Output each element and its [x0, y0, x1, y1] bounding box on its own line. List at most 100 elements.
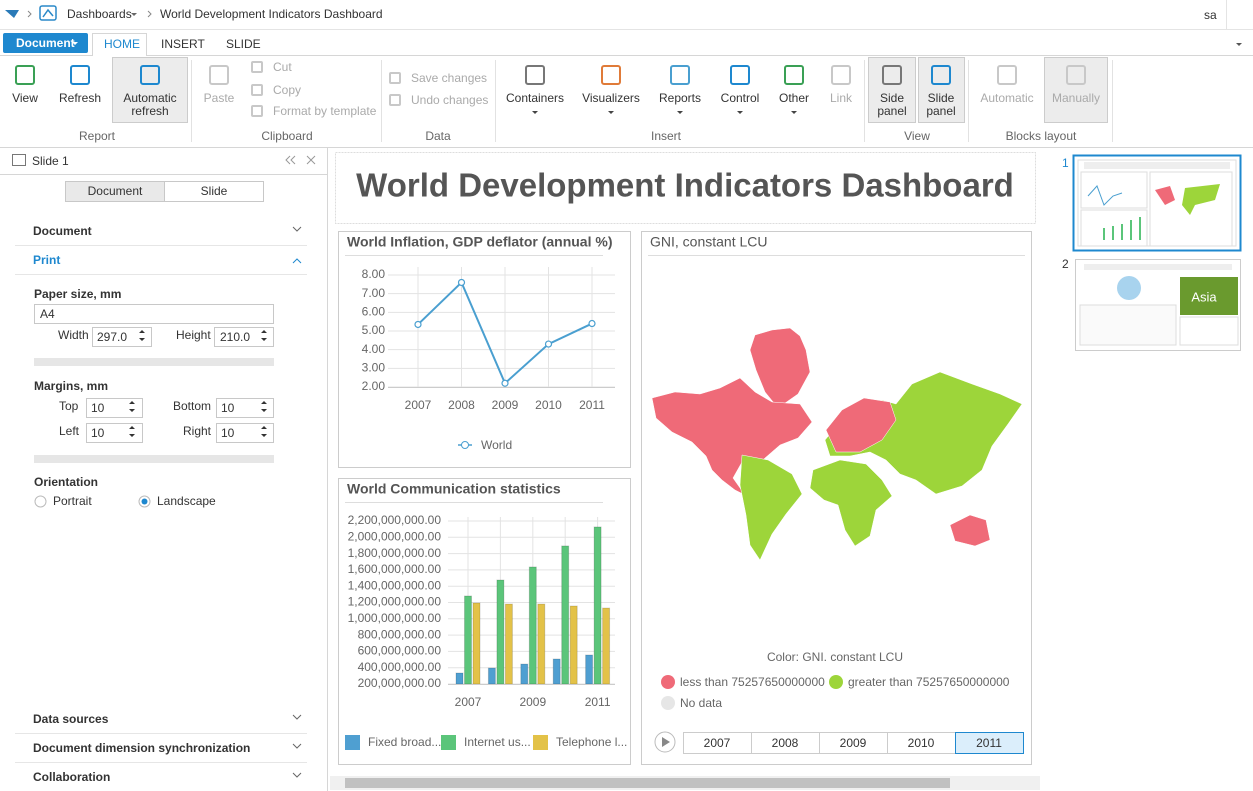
ribbon-button[interactable]: Visualizers — [582, 91, 640, 105]
bar — [464, 595, 472, 685]
radio[interactable] — [34, 495, 47, 508]
breadcrumb-current: World Development Indicators Dashboard — [160, 7, 383, 21]
ribbon-button[interactable]: Side panel — [877, 91, 907, 118]
ribbon-button[interactable]: Format by template — [273, 104, 377, 118]
spin-input[interactable] — [216, 423, 274, 443]
y-tick-label: 7.00 — [362, 286, 386, 300]
ribbon-tab[interactable]: HOME — [104, 37, 140, 51]
ribbon-button[interactable]: Link — [829, 91, 852, 105]
ribbon-tab[interactable]: SLIDE — [226, 37, 261, 51]
bar — [569, 605, 578, 685]
ribbon-button[interactable]: Undo changes — [411, 93, 489, 107]
ribbon-button[interactable]: Save changes — [411, 71, 488, 85]
timeline-year[interactable] — [955, 732, 1024, 754]
map-region — [749, 327, 811, 409]
field-label: Margins, mm — [34, 379, 109, 393]
dropdown-arrow — [72, 42, 78, 45]
line-point — [544, 340, 553, 348]
collapse-icon[interactable] — [290, 155, 296, 165]
spin-input[interactable] — [86, 423, 143, 443]
chart-panel — [338, 478, 631, 765]
slide-icon — [12, 154, 26, 166]
dashboards-icon — [42, 8, 54, 18]
ribbon-group-label: Insert — [650, 129, 681, 143]
ribbon-button[interactable]: Reports — [658, 91, 702, 105]
radio-label[interactable]: Landscape — [157, 494, 216, 508]
y-tick-label: 3.00 — [362, 361, 386, 375]
collapse-icon[interactable] — [285, 155, 291, 165]
document-button[interactable] — [3, 33, 88, 53]
button-icon — [784, 65, 804, 85]
ribbon-button[interactable]: Refresh — [58, 91, 102, 105]
y-tick-label: 1,800,000,000.00 — [348, 546, 442, 560]
ribbon-button[interactable]: Automatic refresh — [123, 91, 177, 118]
divider-bar — [34, 358, 274, 366]
thumb-bars — [1103, 217, 1141, 240]
chevron[interactable] — [292, 258, 302, 264]
ribbon-button[interactable]: Slide panel — [926, 91, 956, 118]
ribbon-separator — [191, 60, 192, 142]
ribbon-group-label: Blocks layout — [1005, 129, 1077, 143]
close-icon[interactable] — [306, 155, 316, 165]
line-point — [501, 379, 509, 387]
ribbon-button[interactable]: Cut — [273, 60, 292, 74]
button-icon — [730, 65, 750, 85]
section-header[interactable]: Print — [33, 253, 61, 267]
separator — [27, 10, 32, 18]
chevron[interactable] — [292, 226, 302, 232]
spin-arrows — [129, 330, 267, 437]
ribbon-button[interactable]: View — [12, 91, 38, 105]
ribbon-button[interactable]: Containers — [505, 91, 565, 105]
user-name[interactable]: sa — [1204, 8, 1217, 22]
ribbon-group-label: Data — [425, 129, 451, 143]
chart-title: World Inflation, GDP deflator (annual %) — [347, 234, 613, 250]
timeline-year-label: 2011 — [976, 736, 1002, 750]
section-header[interactable]: Document dimension synchronization — [33, 741, 251, 755]
ribbon-separator — [381, 60, 382, 142]
chevron[interactable] — [292, 743, 302, 749]
ribbon-button[interactable]: Paste — [203, 91, 235, 105]
button-icon — [70, 65, 90, 85]
dashboards-icon — [39, 5, 57, 21]
ribbon-button[interactable]: Other — [778, 91, 809, 105]
chart-title: World Communication statistics — [347, 481, 561, 497]
chevron[interactable] — [292, 714, 302, 720]
section-header[interactable]: Collaboration — [33, 770, 111, 784]
ribbon-button[interactable]: Automatic — [980, 91, 1034, 105]
ribbon-tab[interactable]: INSERT — [161, 37, 205, 51]
line-point — [457, 278, 466, 287]
dropdown-arrow[interactable] — [131, 13, 137, 16]
thumb-block — [1084, 264, 1232, 270]
section-header[interactable]: Data sources — [33, 712, 109, 726]
panel-tab[interactable]: Slide — [200, 184, 228, 198]
legend-label: less than 75257650000000 — [680, 675, 825, 689]
ribbon-button[interactable]: Control — [720, 91, 760, 105]
chevron[interactable] — [292, 772, 302, 778]
x-tick-label: 2011 — [585, 695, 611, 709]
x-tick-label: 2011 — [579, 398, 605, 412]
input-value: 10 — [221, 426, 235, 440]
spin-input[interactable] — [216, 398, 274, 418]
dropdown-arrow — [677, 111, 683, 114]
panel-tab[interactable]: Document — [87, 184, 143, 198]
spin-input[interactable] — [92, 327, 152, 347]
ribbon-button[interactable]: Copy — [273, 83, 302, 97]
button-frame — [112, 57, 188, 123]
map-region — [949, 514, 991, 547]
radio-label[interactable]: Portrait — [53, 494, 92, 508]
bar — [472, 602, 481, 685]
select[interactable] — [34, 304, 274, 324]
scrollbar-thumb[interactable] — [345, 778, 950, 788]
button-frame — [1044, 57, 1108, 123]
ribbon-button[interactable]: Manually — [1051, 91, 1101, 105]
y-tick-label: 600,000,000.00 — [358, 644, 442, 658]
divider — [1226, 0, 1227, 29]
bar — [487, 667, 496, 685]
spin-input[interactable] — [86, 398, 143, 418]
spin-input[interactable] — [214, 327, 274, 347]
breadcrumb-link[interactable]: Dashboards — [67, 7, 132, 21]
section-header[interactable]: Document — [33, 224, 92, 238]
document-button-label[interactable]: Document — [16, 36, 75, 50]
collapse-arrow[interactable] — [1236, 43, 1242, 46]
